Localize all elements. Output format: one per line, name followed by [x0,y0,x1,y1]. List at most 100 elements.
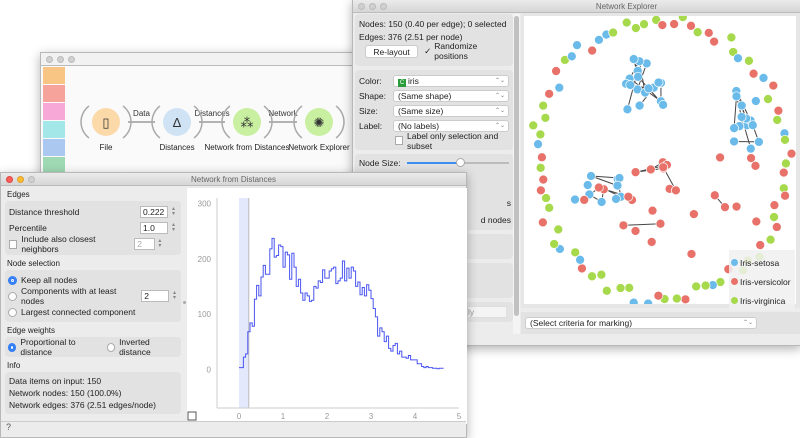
closest-input[interactable]: 2 [134,238,154,250]
node[interactable] [730,137,739,146]
node[interactable] [612,194,621,203]
close-button[interactable] [46,56,53,63]
node[interactable] [571,248,580,257]
node[interactable] [751,161,760,170]
node[interactable] [624,192,633,201]
randomize-checkbox[interactable]: ✓ [424,46,431,57]
node[interactable] [647,237,656,246]
node[interactable] [769,81,778,90]
node[interactable] [597,270,606,279]
node[interactable] [619,221,628,230]
node[interactable] [646,165,655,174]
node[interactable] [539,101,548,110]
closest-checkbox[interactable] [9,240,17,249]
node[interactable] [542,194,551,203]
node[interactable] [573,41,582,50]
node[interactable] [536,186,545,195]
node[interactable] [779,168,788,177]
node[interactable] [716,153,725,162]
threshold-input[interactable]: 0.222 [140,206,168,218]
size-select[interactable]: (Same size) [393,105,509,117]
node[interactable] [656,219,665,228]
node[interactable] [609,28,618,37]
node[interactable] [730,124,739,133]
threshold-stepper[interactable]: ▴▾ [170,207,177,217]
help-icon[interactable]: ? [6,422,11,432]
node[interactable] [640,20,649,29]
node[interactable] [751,97,760,106]
node[interactable] [625,283,634,292]
node[interactable] [536,130,545,139]
node[interactable] [654,78,663,87]
node[interactable] [692,282,701,291]
node[interactable] [681,295,690,304]
node[interactable] [538,218,547,227]
node[interactable] [659,163,668,172]
node[interactable] [670,20,679,29]
minimize-button[interactable] [369,3,376,10]
node[interactable] [659,100,668,109]
node[interactable] [631,24,640,33]
label-only-checkbox[interactable] [395,136,403,145]
closest-stepper[interactable]: ▴▾ [157,239,163,249]
node[interactable] [644,299,653,304]
node[interactable] [710,191,719,200]
node[interactable] [754,137,763,146]
node[interactable] [552,67,561,76]
node[interactable] [787,149,796,158]
node[interactable] [536,163,545,172]
node[interactable] [623,105,632,114]
node[interactable] [644,84,653,93]
node[interactable] [756,241,765,250]
node[interactable] [770,201,779,210]
node[interactable] [631,226,640,235]
node[interactable] [622,18,631,27]
node[interactable] [629,55,638,64]
zoom-button[interactable] [68,56,75,63]
node[interactable] [704,28,713,37]
node[interactable] [577,264,586,273]
components-input[interactable]: 2 [141,290,169,302]
node[interactable] [689,210,698,219]
node[interactable] [671,186,680,195]
node[interactable] [766,235,775,244]
node[interactable] [693,28,702,37]
node[interactable] [658,21,667,30]
minimize-button[interactable] [17,176,24,183]
palette-category-1[interactable] [43,85,65,102]
node[interactable] [635,101,644,110]
node[interactable] [567,52,576,61]
node[interactable] [720,203,729,212]
node[interactable] [759,73,768,82]
minimize-button[interactable] [57,56,64,63]
node[interactable] [580,195,589,204]
zoom-button[interactable] [380,3,387,10]
node[interactable] [737,112,746,121]
node[interactable] [588,46,597,55]
components-stepper[interactable]: ▴▾ [171,291,178,301]
node[interactable] [781,159,790,168]
node[interactable] [781,191,790,200]
node[interactable] [744,56,753,65]
node[interactable] [594,183,603,192]
node[interactable] [687,249,696,258]
node[interactable] [774,106,783,115]
slider-handle[interactable] [456,158,465,167]
node[interactable] [629,298,638,304]
node[interactable] [545,89,554,98]
keep-all-radio[interactable] [8,276,17,285]
palette-category-2[interactable] [43,103,65,120]
node-size-slider[interactable] [407,162,509,164]
label-select[interactable]: (No labels) [393,120,509,132]
node[interactable] [701,281,710,290]
largest-radio[interactable] [8,308,17,317]
node[interactable] [772,223,781,232]
node[interactable] [672,294,681,303]
node[interactable] [732,92,741,101]
components-radio[interactable] [8,292,17,301]
node[interactable] [648,206,657,215]
node[interactable] [749,69,758,78]
palette-category-0[interactable] [43,67,65,84]
